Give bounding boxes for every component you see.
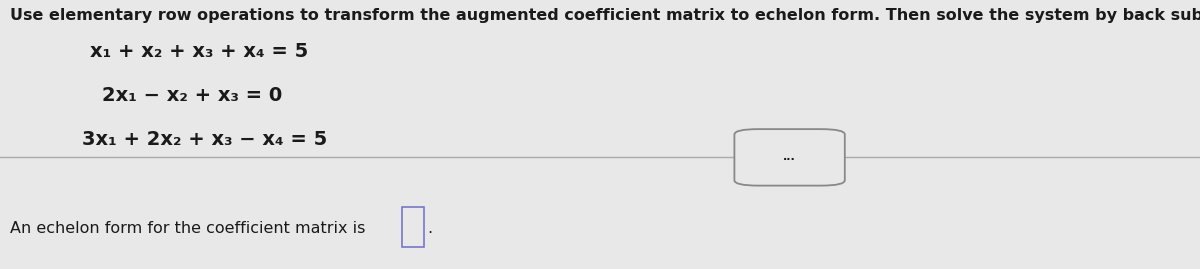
Text: x₁ + x₂ + x₃ + x₄ = 5: x₁ + x₂ + x₃ + x₄ = 5: [90, 42, 308, 61]
FancyBboxPatch shape: [734, 129, 845, 186]
Text: 3x₁ + 2x₂ + x₃ − x₄ = 5: 3x₁ + 2x₂ + x₃ − x₄ = 5: [82, 130, 326, 150]
Text: An echelon form for the coefficient matrix is: An echelon form for the coefficient matr…: [10, 221, 365, 236]
Text: Use elementary row operations to transform the augmented coefficient matrix to e: Use elementary row operations to transfo…: [10, 8, 1200, 23]
Text: .: .: [427, 221, 432, 236]
FancyBboxPatch shape: [402, 207, 424, 247]
Text: ...: ...: [784, 152, 796, 162]
Text: 2x₁ − x₂ + x₃ = 0: 2x₁ − x₂ + x₃ = 0: [102, 86, 282, 105]
